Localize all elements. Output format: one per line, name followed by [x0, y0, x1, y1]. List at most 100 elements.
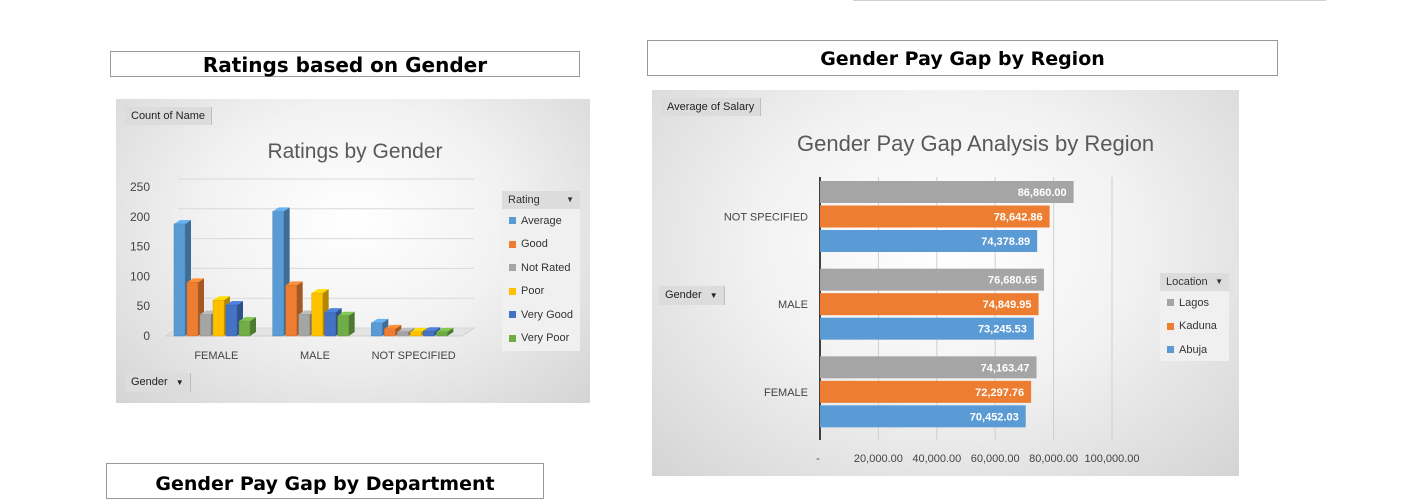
bar [298, 314, 310, 337]
bar [238, 320, 251, 337]
legend-item: Abuja [1160, 338, 1229, 362]
x-tick-label: 100,000.00 [1084, 453, 1139, 465]
data-label: 74,849.95 [983, 299, 1032, 311]
data-label: 73,245.53 [978, 324, 1027, 336]
legend-swatch [509, 334, 516, 342]
legend-swatch [509, 217, 516, 225]
data-label: 76,680.65 [988, 275, 1037, 287]
bar [820, 405, 1026, 428]
legend-label: Very Good [521, 308, 573, 321]
y-tick-label: MALE [778, 299, 808, 311]
bar-top [213, 296, 230, 301]
legend-label: Abuja [1179, 343, 1208, 356]
gender-axis-field-button[interactable]: Gender ▼ [659, 286, 725, 305]
bar-side [395, 324, 402, 336]
legend-label: Good [521, 238, 548, 251]
count-of-name-field-button[interactable]: Count of Name [125, 107, 212, 125]
pay-gap-region-section-title: Gender Pay Gap by Region [647, 40, 1278, 76]
y-tick-label: 150 [130, 240, 150, 254]
bar-top [239, 317, 256, 322]
pay-gap-chart-panel[interactable]: Average of Salary Gender Pay Gap Analysi… [652, 90, 1239, 476]
bar [384, 328, 396, 337]
legend-swatch [1167, 299, 1174, 307]
gender-axis-field-button[interactable]: Gender ▼ [125, 373, 191, 392]
rating-legend-filter-button[interactable]: Rating ▼ [502, 191, 580, 209]
x-tick-label: NOT SPECIFIED [372, 350, 456, 362]
legend-item: Lagos [1160, 291, 1229, 315]
bar [820, 268, 1044, 291]
y-tick-label: 0 [143, 329, 150, 343]
ratings-plot-area: 0 50 100 150 200 250 FEMALE MALE NOT SPECIFIED [130, 178, 476, 362]
bar [272, 211, 284, 337]
legend-label: Not Rated [521, 261, 571, 274]
legend-swatch [1167, 346, 1174, 354]
ratings-section-title: Ratings based on Gender [110, 51, 580, 77]
legend-label: Lagos [1179, 296, 1209, 309]
legend-swatch [509, 264, 516, 272]
legend-label: Very Poor [521, 332, 570, 345]
data-label: 78,642.86 [994, 212, 1043, 224]
dropdown-arrow-icon: ▼ [709, 291, 718, 300]
location-legend-filter-button[interactable]: Location ▼ [1160, 273, 1229, 291]
bar-top [410, 327, 428, 332]
pay-gap-department-section-title: Gender Pay Gap by Department [106, 463, 544, 499]
data-label: 74,378.89 [981, 236, 1030, 248]
bar-top [397, 327, 415, 332]
x-tick-label: - [816, 453, 820, 465]
bar [820, 230, 1038, 252]
bar [371, 322, 383, 337]
y-tick-label: FEMALE [764, 387, 808, 399]
bar-top [371, 318, 389, 323]
bar-top [272, 207, 290, 212]
bar [820, 317, 1034, 340]
legend-item: Kaduna [1160, 315, 1229, 339]
bar [285, 285, 297, 337]
ratings-chart-panel[interactable]: Count of Name Ratings by Gender 0 50 100 15… [116, 99, 590, 403]
bar [436, 331, 448, 337]
rating-legend[interactable]: Rating ▼ Average Good Not Rated Poor Very Goo… [502, 191, 580, 351]
data-label: 74,163.47 [981, 362, 1030, 374]
sheet-border-line [853, 0, 1326, 1]
y-tick-label: NOT SPECIFIED [724, 212, 808, 224]
x-tick-label: FEMALE [194, 350, 238, 362]
bar-side [447, 327, 454, 336]
legend-item: Not Rated [502, 256, 580, 280]
x-tick-label: 40,000.00 [912, 453, 961, 465]
bar [397, 331, 409, 337]
bar-top [311, 289, 329, 294]
pay-gap-chart-title: Gender Pay Gap Analysis by Region [797, 131, 1155, 156]
bar [311, 292, 323, 337]
bar [820, 181, 1074, 203]
legend-item: Very Good [502, 303, 580, 327]
bar-top [174, 219, 191, 224]
legend-item: Very Poor [502, 327, 580, 351]
legend-item: Poor [502, 280, 580, 304]
legend-swatch [509, 240, 516, 248]
bar-side [348, 311, 355, 336]
bar [820, 293, 1039, 316]
location-legend[interactable]: Location ▼ Lagos Kaduna Abuja [1160, 273, 1229, 361]
bar [820, 356, 1037, 379]
bar [410, 331, 422, 337]
average-of-salary-field-button[interactable]: Average of Salary [661, 98, 762, 116]
legend-item: Average [502, 209, 580, 233]
bar [173, 223, 186, 337]
y-tick-label: 250 [130, 180, 150, 194]
bar-top [187, 278, 204, 283]
bar [212, 299, 225, 337]
x-tick-label: 60,000.00 [971, 453, 1020, 465]
bar-top [226, 301, 243, 306]
bar [199, 314, 212, 337]
bar-top [337, 311, 355, 316]
y-tick-label: 200 [130, 210, 150, 224]
x-tick-label: MALE [300, 350, 330, 362]
legend-label: Poor [521, 285, 545, 298]
legend-item: Good [502, 233, 580, 257]
data-label: 72,297.76 [975, 387, 1024, 399]
pay-gap-plot-area: - 20,000.00 40,000.00 60,000.00 80,000.00 100… [724, 177, 1140, 465]
bar-top [324, 308, 342, 313]
legend-swatch [509, 311, 516, 319]
bar [225, 304, 238, 337]
legend-label: Average [521, 214, 562, 227]
bar [186, 282, 199, 337]
